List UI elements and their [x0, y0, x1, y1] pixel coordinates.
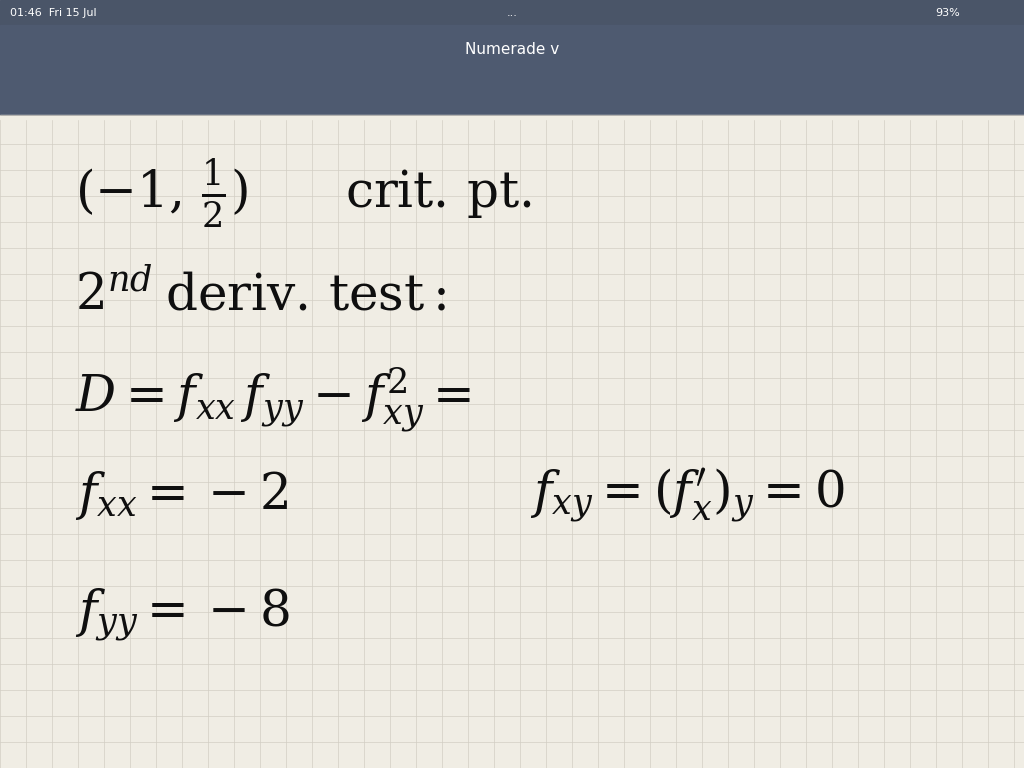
Text: $\mathrm{crit.\,pt.}$: $\mathrm{crit.\,pt.}$ [345, 167, 531, 220]
Text: $D = f_{xx}\,f_{yy} - f_{xy}^{2} =$: $D = f_{xx}\,f_{yy} - f_{xy}^{2} =$ [75, 366, 471, 434]
Bar [0, 115, 1024, 119]
Text: $(-1,\,\frac{1}{2})$: $(-1,\,\frac{1}{2})$ [75, 156, 248, 230]
Text: $f_{xx} = -2$: $f_{xx} = -2$ [75, 468, 288, 521]
Bar [0, 25, 1024, 75]
Bar [0, 0, 1024, 25]
Text: $f_{xy} = (f_{x}')_{y} = 0$: $f_{xy} = (f_{x}')_{y} = 0$ [530, 466, 845, 524]
Text: $\mathrm{deriv.\,test:}$: $\mathrm{deriv.\,test:}$ [165, 271, 446, 319]
Text: $2^{nd}$: $2^{nd}$ [75, 270, 153, 319]
Text: 01:46  Fri 15 Jul: 01:46 Fri 15 Jul [10, 8, 96, 18]
Text: $f_{yy} = -8$: $f_{yy} = -8$ [75, 587, 290, 644]
Bar [0, 75, 1024, 115]
Text: ...: ... [507, 8, 517, 18]
Text: 93%: 93% [935, 8, 961, 18]
Text: Numerade v: Numerade v [465, 42, 559, 58]
